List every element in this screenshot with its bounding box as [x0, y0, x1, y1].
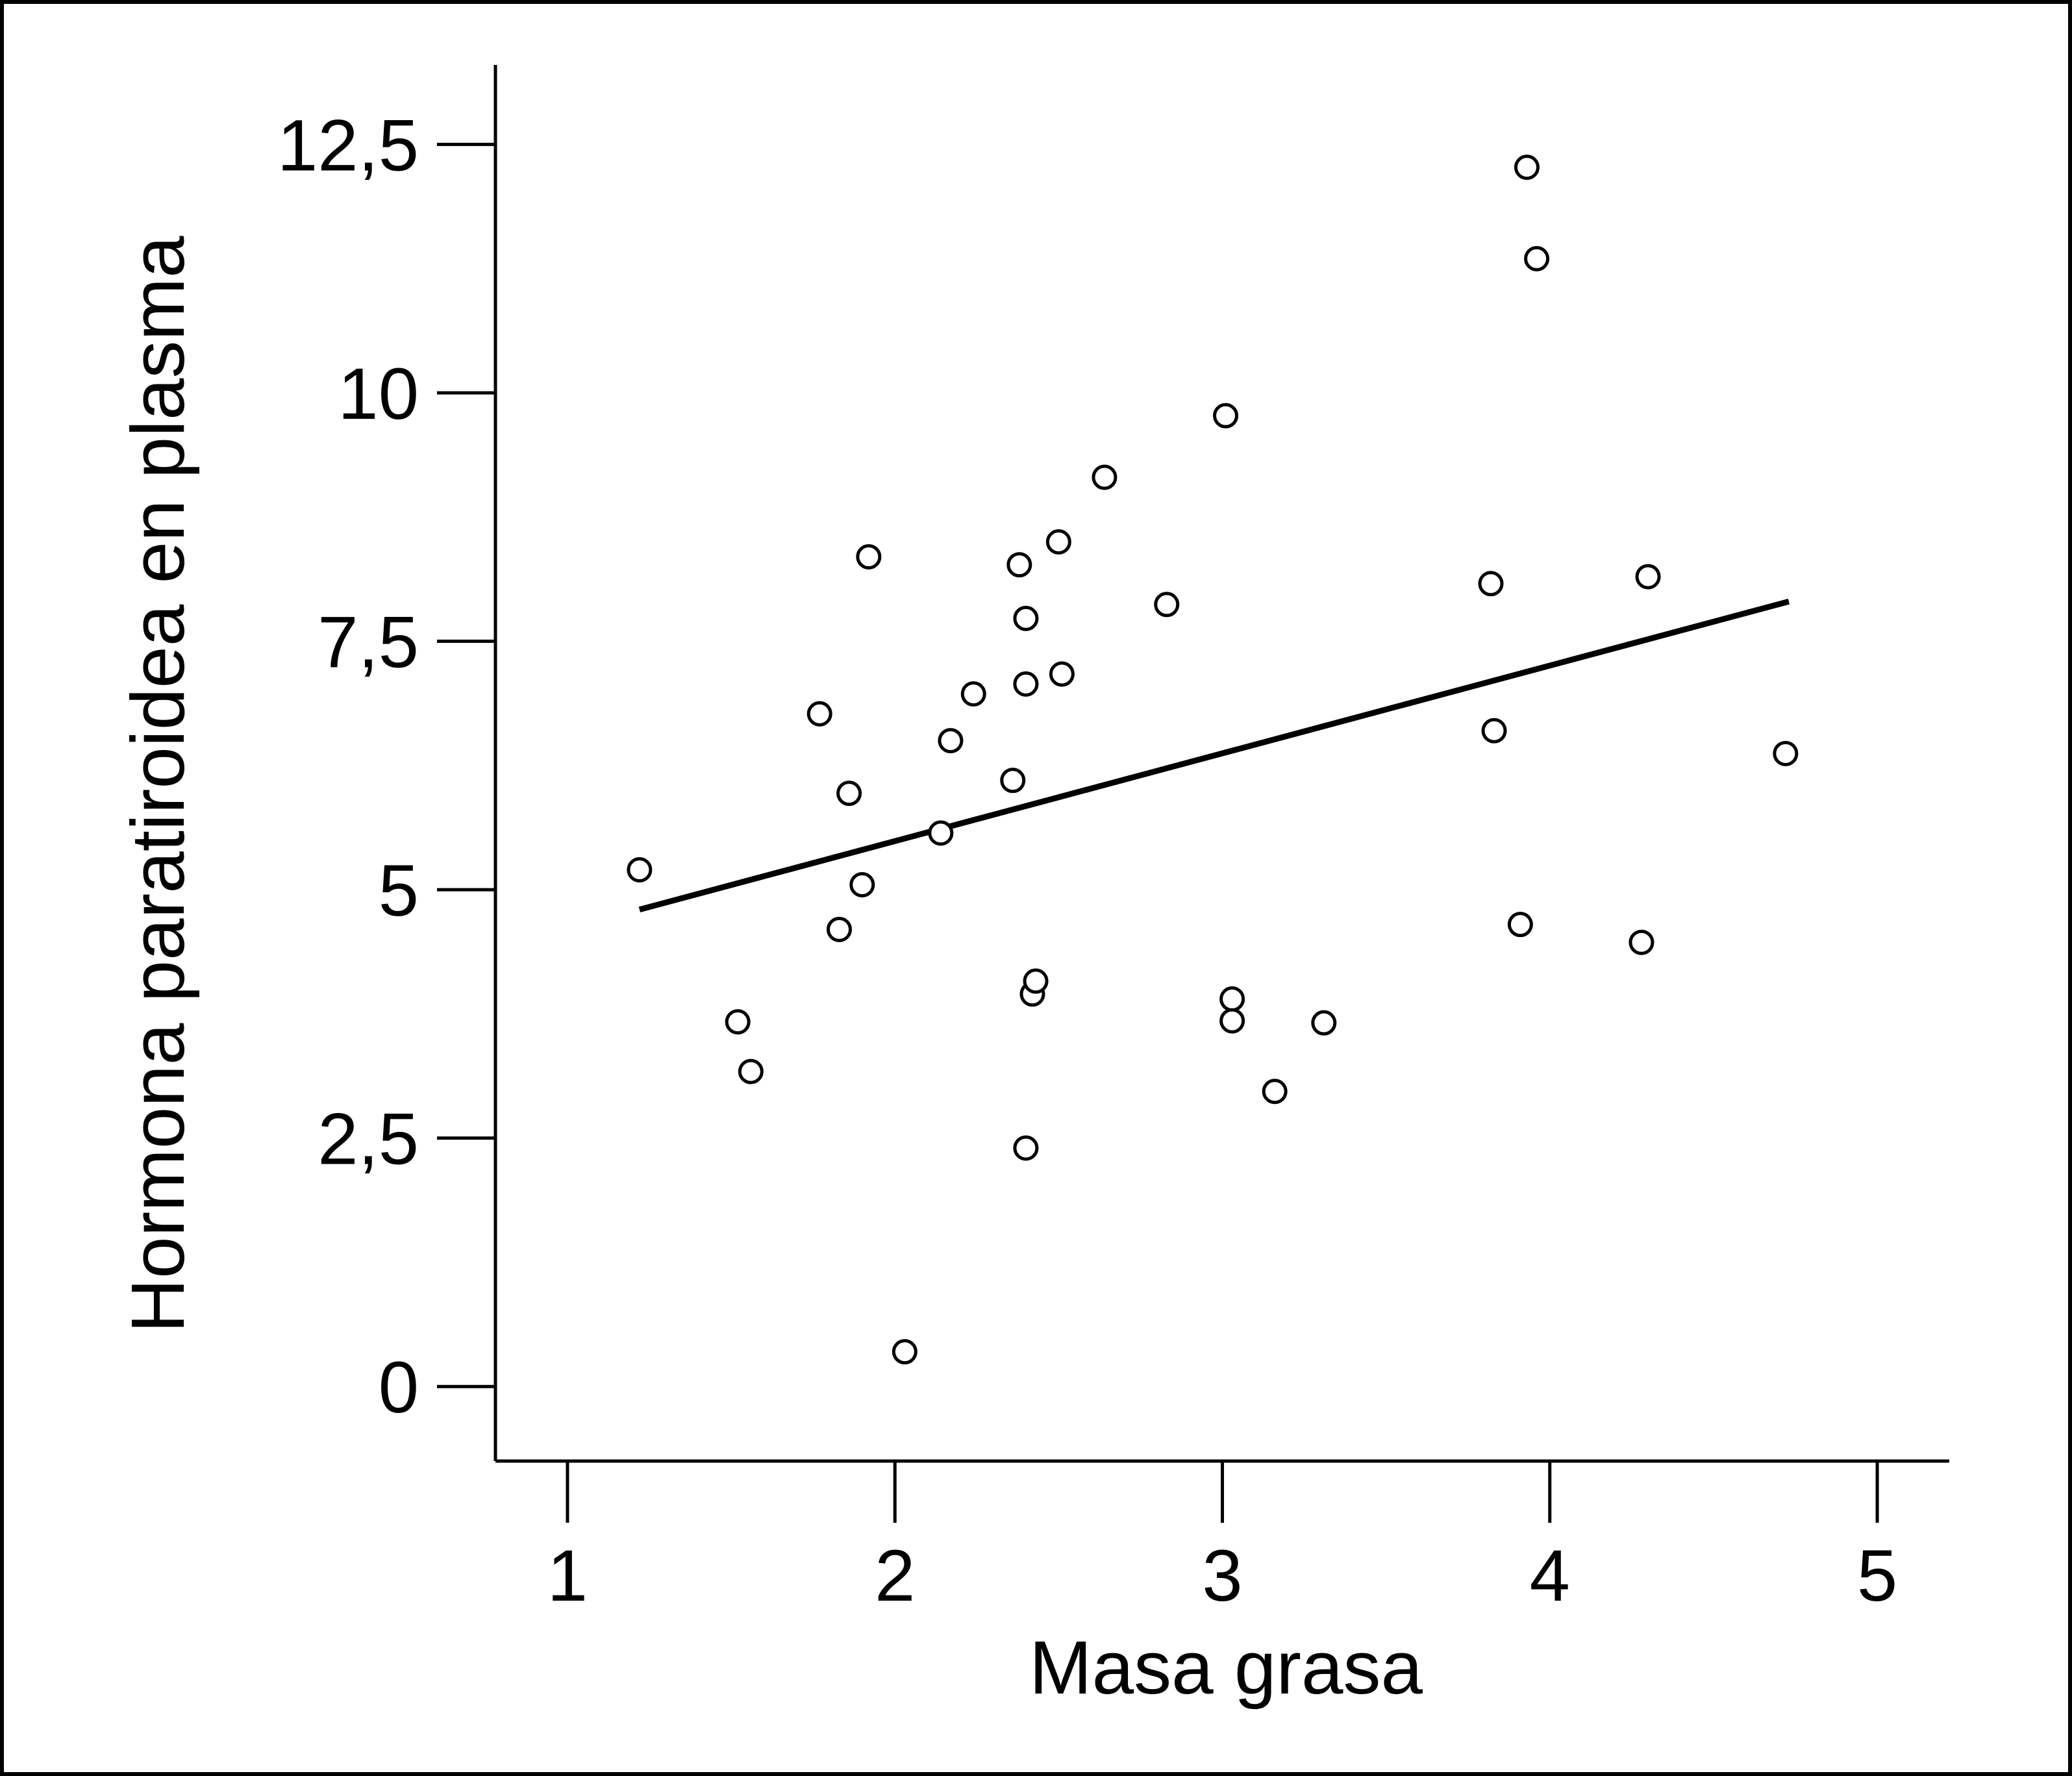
data-point [1045, 529, 1071, 555]
data-point [1635, 564, 1661, 590]
data-point [1000, 768, 1026, 794]
data-point [826, 916, 852, 942]
y-tick-label: 7,5 [318, 602, 419, 683]
data-point [856, 544, 882, 569]
regression-line [638, 598, 1790, 913]
data-point [738, 1058, 764, 1084]
data-point [1629, 929, 1654, 955]
data-point [1013, 671, 1039, 697]
data-point [1092, 464, 1117, 490]
data-point [1262, 1079, 1288, 1105]
data-point [1311, 1010, 1337, 1036]
x-tick-label: 3 [1202, 1535, 1242, 1616]
data-point [1013, 605, 1039, 631]
x-tick-label: 1 [547, 1535, 588, 1616]
data-point [1013, 1135, 1039, 1161]
x-tick-label: 2 [875, 1535, 915, 1616]
axes [493, 65, 1949, 1463]
data-point [1049, 661, 1075, 687]
data-point [806, 701, 832, 727]
data-point [1213, 403, 1239, 429]
data-point [1481, 718, 1507, 744]
y-tick-label: 5 [379, 850, 419, 931]
data-point [1507, 912, 1533, 938]
data-point [627, 857, 653, 883]
y-axis-title: Hormona paratiroidea en plasma [116, 236, 200, 1333]
x-axis-ticks: 1 2 3 4 5 [547, 1461, 1897, 1616]
data-points [627, 155, 1799, 1365]
data-point [849, 871, 875, 897]
data-point [1219, 986, 1245, 1012]
x-axis-title: Masa grasa [1029, 1625, 1423, 1710]
data-point [1773, 740, 1799, 766]
y-axis-ticks: 0 2,5 5 7,5 10 12,5 [277, 105, 495, 1428]
data-point [960, 681, 986, 707]
data-point [836, 781, 862, 807]
data-point [1478, 571, 1504, 597]
data-point [928, 820, 954, 846]
data-point [1514, 155, 1540, 181]
data-point [1006, 552, 1032, 578]
data-point [938, 728, 964, 754]
data-point [1219, 1008, 1245, 1034]
data-point [1524, 245, 1550, 271]
y-tick-label: 10 [338, 353, 419, 434]
data-point [892, 1339, 917, 1365]
data-point [725, 1009, 751, 1035]
y-tick-label: 12,5 [277, 105, 419, 186]
x-tick-label: 4 [1530, 1535, 1570, 1616]
data-point [1154, 592, 1180, 618]
data-point [1023, 968, 1049, 994]
y-tick-label: 2,5 [318, 1099, 419, 1180]
y-tick-label: 0 [379, 1347, 419, 1428]
x-tick-label: 5 [1857, 1535, 1897, 1616]
